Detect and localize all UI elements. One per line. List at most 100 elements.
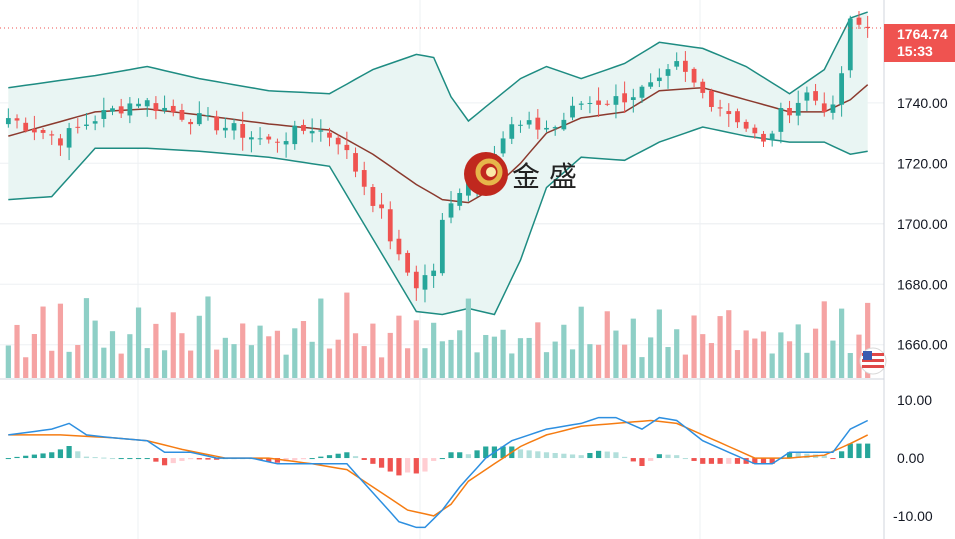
- candle-body-48: [422, 275, 428, 290]
- macd-hist-51: [448, 452, 454, 459]
- macd-hist-54: [474, 450, 480, 459]
- volume-bar-4: [40, 306, 46, 378]
- candle-body-9: [84, 124, 89, 126]
- volume-bar-78: [682, 354, 688, 378]
- volume-bar-13: [118, 353, 124, 378]
- volume-bar-77: [674, 329, 680, 378]
- volume-bar-93: [812, 328, 819, 378]
- macd-hist-38: [335, 453, 341, 459]
- macd-hist-1: [14, 456, 20, 459]
- candle-body-73: [639, 86, 645, 98]
- candle-body-24: [214, 116, 220, 131]
- macd-hist-78: [682, 458, 688, 460]
- macd-hist-22: [196, 458, 202, 460]
- candle-body-20: [179, 110, 185, 120]
- macd-hist-49: [431, 458, 437, 461]
- volume-bar-84: [734, 350, 741, 378]
- volume-bar-16: [144, 348, 150, 378]
- candle-body-13: [118, 106, 124, 114]
- macd-hist-95: [830, 458, 836, 460]
- macd-hist-50: [439, 458, 445, 460]
- volume-bar-89: [778, 332, 784, 378]
- macd-tick-label-0: 10.00: [897, 392, 932, 408]
- macd-hist-31: [274, 458, 281, 463]
- macd-hist-3: [31, 454, 37, 459]
- candle-body-31: [275, 141, 280, 143]
- macd-hist-75: [656, 454, 662, 459]
- candle-body-66: [578, 103, 584, 105]
- macd-tick-label-2: -10.00: [893, 508, 933, 524]
- macd-hist-83: [726, 458, 732, 464]
- macd-hist-16: [144, 458, 150, 460]
- volume-bar-63: [552, 341, 558, 378]
- candle-body-16: [144, 100, 150, 107]
- candle-body-51: [448, 203, 454, 218]
- logo-inner-dot: [486, 167, 496, 177]
- last-price-label: 1764.74: [897, 26, 948, 42]
- volume-bar-74: [648, 337, 654, 378]
- candle-body-33: [292, 125, 298, 145]
- macd-hist-20: [179, 458, 185, 461]
- volume-bar-29: [257, 325, 263, 378]
- macd-hist-71: [622, 456, 628, 459]
- candle-body-26: [231, 123, 237, 131]
- volume-bar-19: [170, 312, 176, 378]
- volume-bar-86: [752, 338, 758, 378]
- volume-bar-43: [378, 357, 385, 378]
- macd-hist-21: [188, 458, 194, 460]
- macd-hist-84: [734, 458, 741, 464]
- watermark-logo: 金 盛: [464, 152, 577, 196]
- candle-body-81: [709, 90, 714, 107]
- candle-body-0: [5, 118, 11, 125]
- volume-bar-92: [804, 352, 810, 378]
- macd-hist-42: [370, 458, 376, 464]
- macd-hist-55: [483, 446, 489, 459]
- macd-line: [8, 416, 869, 529]
- candle-body-14: [127, 103, 133, 116]
- volume-bar-79: [691, 315, 697, 378]
- countdown-label: 15:33: [897, 43, 933, 59]
- volume-bar-69: [604, 311, 610, 378]
- macd-hist-81: [708, 458, 715, 464]
- volume-bar-62: [543, 352, 550, 378]
- macd-hist-91: [795, 452, 801, 459]
- macd-hist-23: [205, 458, 211, 460]
- macd-hist-17: [153, 458, 159, 462]
- candle-body-37: [327, 132, 332, 138]
- price-tick-label-2: 1700.00: [897, 216, 948, 232]
- volume-bar-26: [231, 344, 237, 378]
- volume-bar-12: [109, 331, 116, 378]
- candle-body-42: [370, 187, 376, 206]
- volume-bar-61: [535, 322, 541, 378]
- volume-bar-97: [847, 353, 853, 378]
- macd-hist-62: [543, 452, 550, 459]
- candle-body-95: [830, 104, 836, 113]
- candle-body-86: [752, 127, 758, 134]
- candle-body-28: [248, 137, 254, 140]
- candle-body-87: [761, 133, 766, 142]
- volume-bar-57: [500, 329, 506, 378]
- macd-hist-79: [691, 458, 697, 461]
- candle-body-25: [222, 127, 228, 131]
- macd-hist-85: [743, 458, 749, 464]
- volume-bar-70: [613, 330, 619, 378]
- candle-body-41: [361, 170, 367, 187]
- volume-bar-17: [153, 323, 159, 378]
- price-tick-label-0: 1660.00: [897, 337, 948, 353]
- candle-body-92: [804, 92, 810, 101]
- volume-bar-58: [509, 353, 515, 378]
- macd-hist-47: [413, 458, 419, 474]
- macd-hist-65: [569, 454, 576, 459]
- volume-bar-36: [318, 298, 324, 378]
- volume-bar-46: [405, 348, 411, 378]
- volume-bar-66: [578, 306, 584, 378]
- candle-body-44: [387, 209, 393, 242]
- candle-body-39: [344, 144, 350, 151]
- us-flag-icon[interactable]: [859, 347, 887, 375]
- candle-body-77: [674, 61, 680, 67]
- candle-body-6: [58, 138, 63, 146]
- volume-bar-2: [23, 357, 29, 378]
- volume-bar-71: [622, 344, 628, 378]
- volume-bar-30: [266, 336, 272, 378]
